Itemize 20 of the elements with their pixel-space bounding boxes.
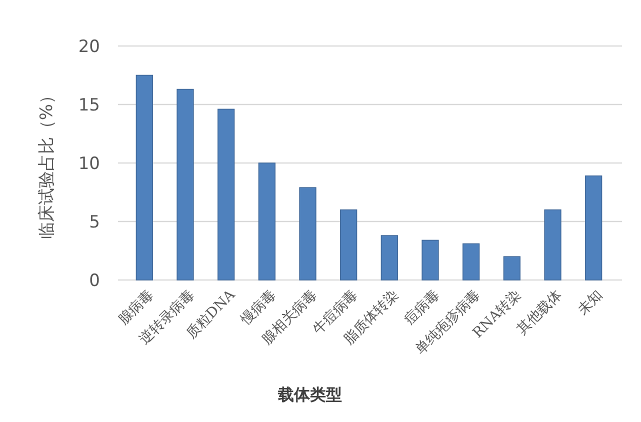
bar (176, 88, 194, 280)
bar (218, 108, 235, 280)
y-tick-label: 10 (78, 154, 100, 174)
y-tick-label: 15 (78, 95, 100, 116)
bar (462, 243, 480, 280)
y-tick-label: 5 (89, 212, 100, 232)
bar (340, 209, 358, 280)
bar (136, 74, 153, 280)
bar (503, 256, 520, 280)
bar (258, 162, 276, 280)
y-tick-label: 20 (78, 36, 100, 57)
y-tick-label: 0 (89, 270, 100, 291)
x-axis-title: 载体类型 (277, 385, 342, 404)
bar (544, 209, 562, 280)
bar (585, 175, 602, 280)
bar (299, 187, 316, 280)
bar (380, 235, 398, 280)
y-axis-title: 临床试验占比（%） (37, 86, 57, 240)
bar (422, 240, 439, 280)
x-tick-label: 未知 (574, 286, 606, 318)
